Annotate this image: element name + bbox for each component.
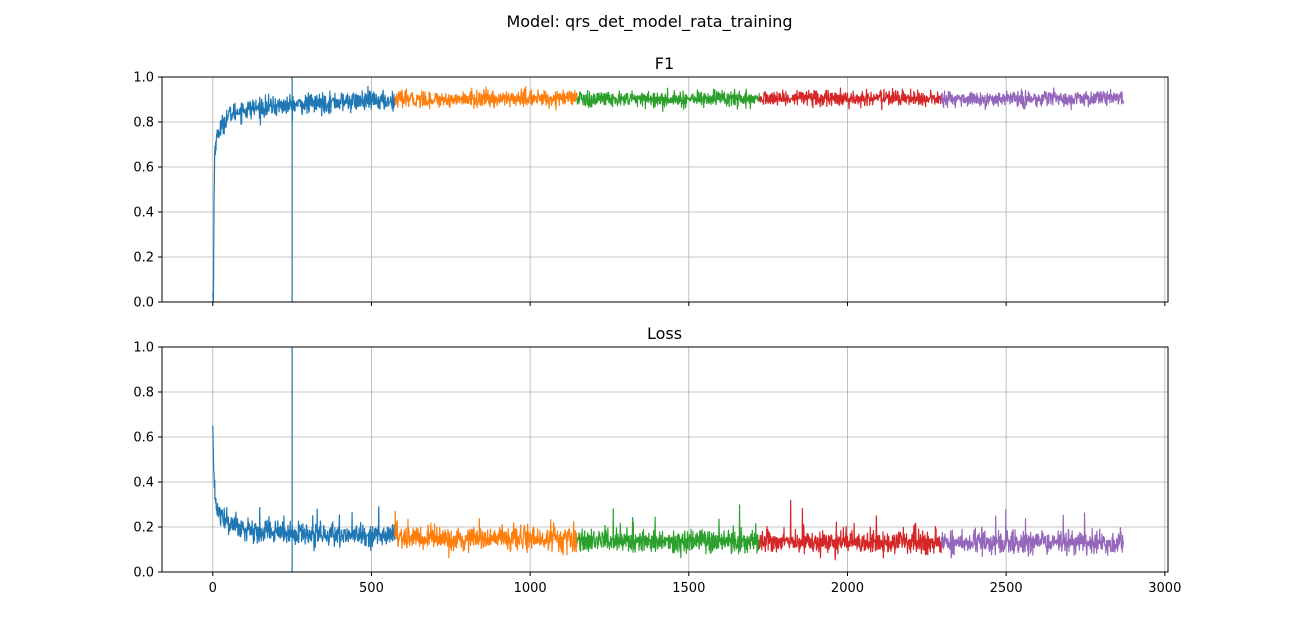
f1-ytick-label-0: 0.0: [133, 296, 154, 311]
f1-ytick-label-0.4: 0.4: [133, 206, 154, 221]
loss-ytick-label-0.8: 0.8: [133, 386, 154, 401]
f1-series-3-line: [758, 87, 942, 111]
loss-ytick-label-0: 0.0: [133, 566, 154, 581]
f1-ticks: 0.0 0.2 0.4 0.6 0.8 1.0: [133, 71, 1166, 311]
loss-ytick-label-0.4: 0.4: [133, 476, 154, 491]
figure-title: Model: qrs_det_model_rata_training: [506, 12, 792, 32]
loss-axes-frame: [161, 346, 1169, 573]
loss-ticks: 0 500 1000 1500 2000 2500 3000 0.0 0.2 0.4 0.6 0.8 1…: [133, 341, 1181, 597]
loss-xtick-label-1500: 1500: [672, 581, 705, 596]
loss-series-2-line: [576, 504, 760, 559]
f1-ytick-label-0.8: 0.8: [133, 116, 154, 131]
loss-series-group: [212, 347, 1125, 572]
f1-series-2-line: [576, 87, 760, 113]
loss-xtick-label-3000: 3000: [1148, 581, 1181, 596]
loss-xtick-label-0: 0: [209, 581, 217, 596]
f1-ytick-label-0.2: 0.2: [133, 251, 154, 266]
loss-xtick-label-2500: 2500: [990, 581, 1023, 596]
f1-series-1-line: [394, 86, 578, 111]
loss-xtick-label-1000: 1000: [514, 581, 547, 596]
f1-ytick-label-1: 1.0: [133, 71, 154, 86]
loss-series-4-line: [940, 508, 1125, 559]
f1-ytick-label-0.6: 0.6: [133, 161, 154, 176]
loss-xtick-label-500: 500: [359, 581, 384, 596]
loss-axes-title: Loss: [647, 324, 682, 343]
loss-ytick-label-1: 1.0: [133, 341, 154, 356]
loss-xtick-label-2000: 2000: [831, 581, 864, 596]
loss-axes: Loss 0 500 1000 1500 2000 2500 3000 0.0 0.2 0.4 0.…: [133, 324, 1181, 596]
loss-series-1-line: [394, 510, 578, 559]
f1-axes-title: F1: [655, 54, 674, 73]
f1-series-group: [212, 77, 1125, 303]
f1-series-0-line: [212, 85, 396, 303]
loss-series-0-line: [212, 425, 396, 552]
loss-series-3-line: [758, 499, 943, 561]
f1-series-4-line: [940, 87, 1125, 111]
f1-axes-frame: [161, 76, 1169, 303]
loss-ytick-label-0.2: 0.2: [133, 521, 154, 536]
f1-axes: F1 0.0 0.2 0.4 0.6 0.8 1.0: [133, 54, 1169, 311]
loss-ytick-label-0.6: 0.6: [133, 431, 154, 446]
